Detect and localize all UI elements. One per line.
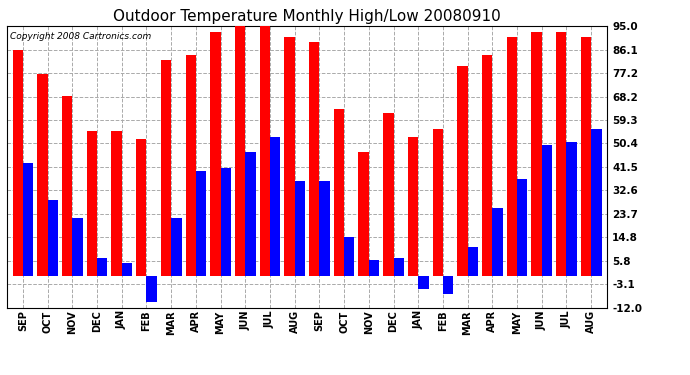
Bar [566, 142, 577, 276]
Bar [408, 136, 418, 276]
Bar [319, 182, 330, 276]
Bar [196, 171, 206, 276]
Bar [581, 37, 591, 276]
Bar [493, 208, 503, 276]
Bar [383, 113, 393, 276]
Bar [186, 55, 196, 276]
Bar [482, 55, 493, 276]
Bar [468, 247, 478, 276]
Bar [235, 26, 245, 276]
Bar [245, 152, 256, 276]
Bar [334, 109, 344, 276]
Bar [556, 32, 566, 276]
Bar [542, 144, 552, 276]
Bar [369, 260, 380, 276]
Bar [111, 131, 121, 276]
Bar [393, 258, 404, 276]
Bar [62, 96, 72, 276]
Bar [72, 218, 83, 276]
Title: Outdoor Temperature Monthly High/Low 20080910: Outdoor Temperature Monthly High/Low 200… [113, 9, 501, 24]
Bar [210, 32, 221, 276]
Text: Copyright 2008 Cartronics.com: Copyright 2008 Cartronics.com [10, 32, 151, 41]
Bar [443, 276, 453, 294]
Bar [136, 139, 146, 276]
Bar [418, 276, 428, 289]
Bar [531, 32, 542, 276]
Bar [270, 136, 280, 276]
Bar [161, 60, 171, 276]
Bar [37, 74, 48, 276]
Bar [48, 200, 58, 276]
Bar [221, 168, 231, 276]
Bar [259, 26, 270, 276]
Bar [506, 37, 517, 276]
Bar [23, 163, 33, 276]
Bar [433, 129, 443, 276]
Bar [284, 37, 295, 276]
Bar [344, 237, 355, 276]
Bar [309, 42, 319, 276]
Bar [12, 50, 23, 276]
Bar [295, 182, 305, 276]
Bar [457, 66, 468, 276]
Bar [87, 131, 97, 276]
Bar [358, 152, 369, 276]
Bar [146, 276, 157, 302]
Bar [97, 258, 108, 276]
Bar [171, 218, 181, 276]
Bar [517, 179, 527, 276]
Bar [121, 263, 132, 276]
Bar [591, 129, 602, 276]
